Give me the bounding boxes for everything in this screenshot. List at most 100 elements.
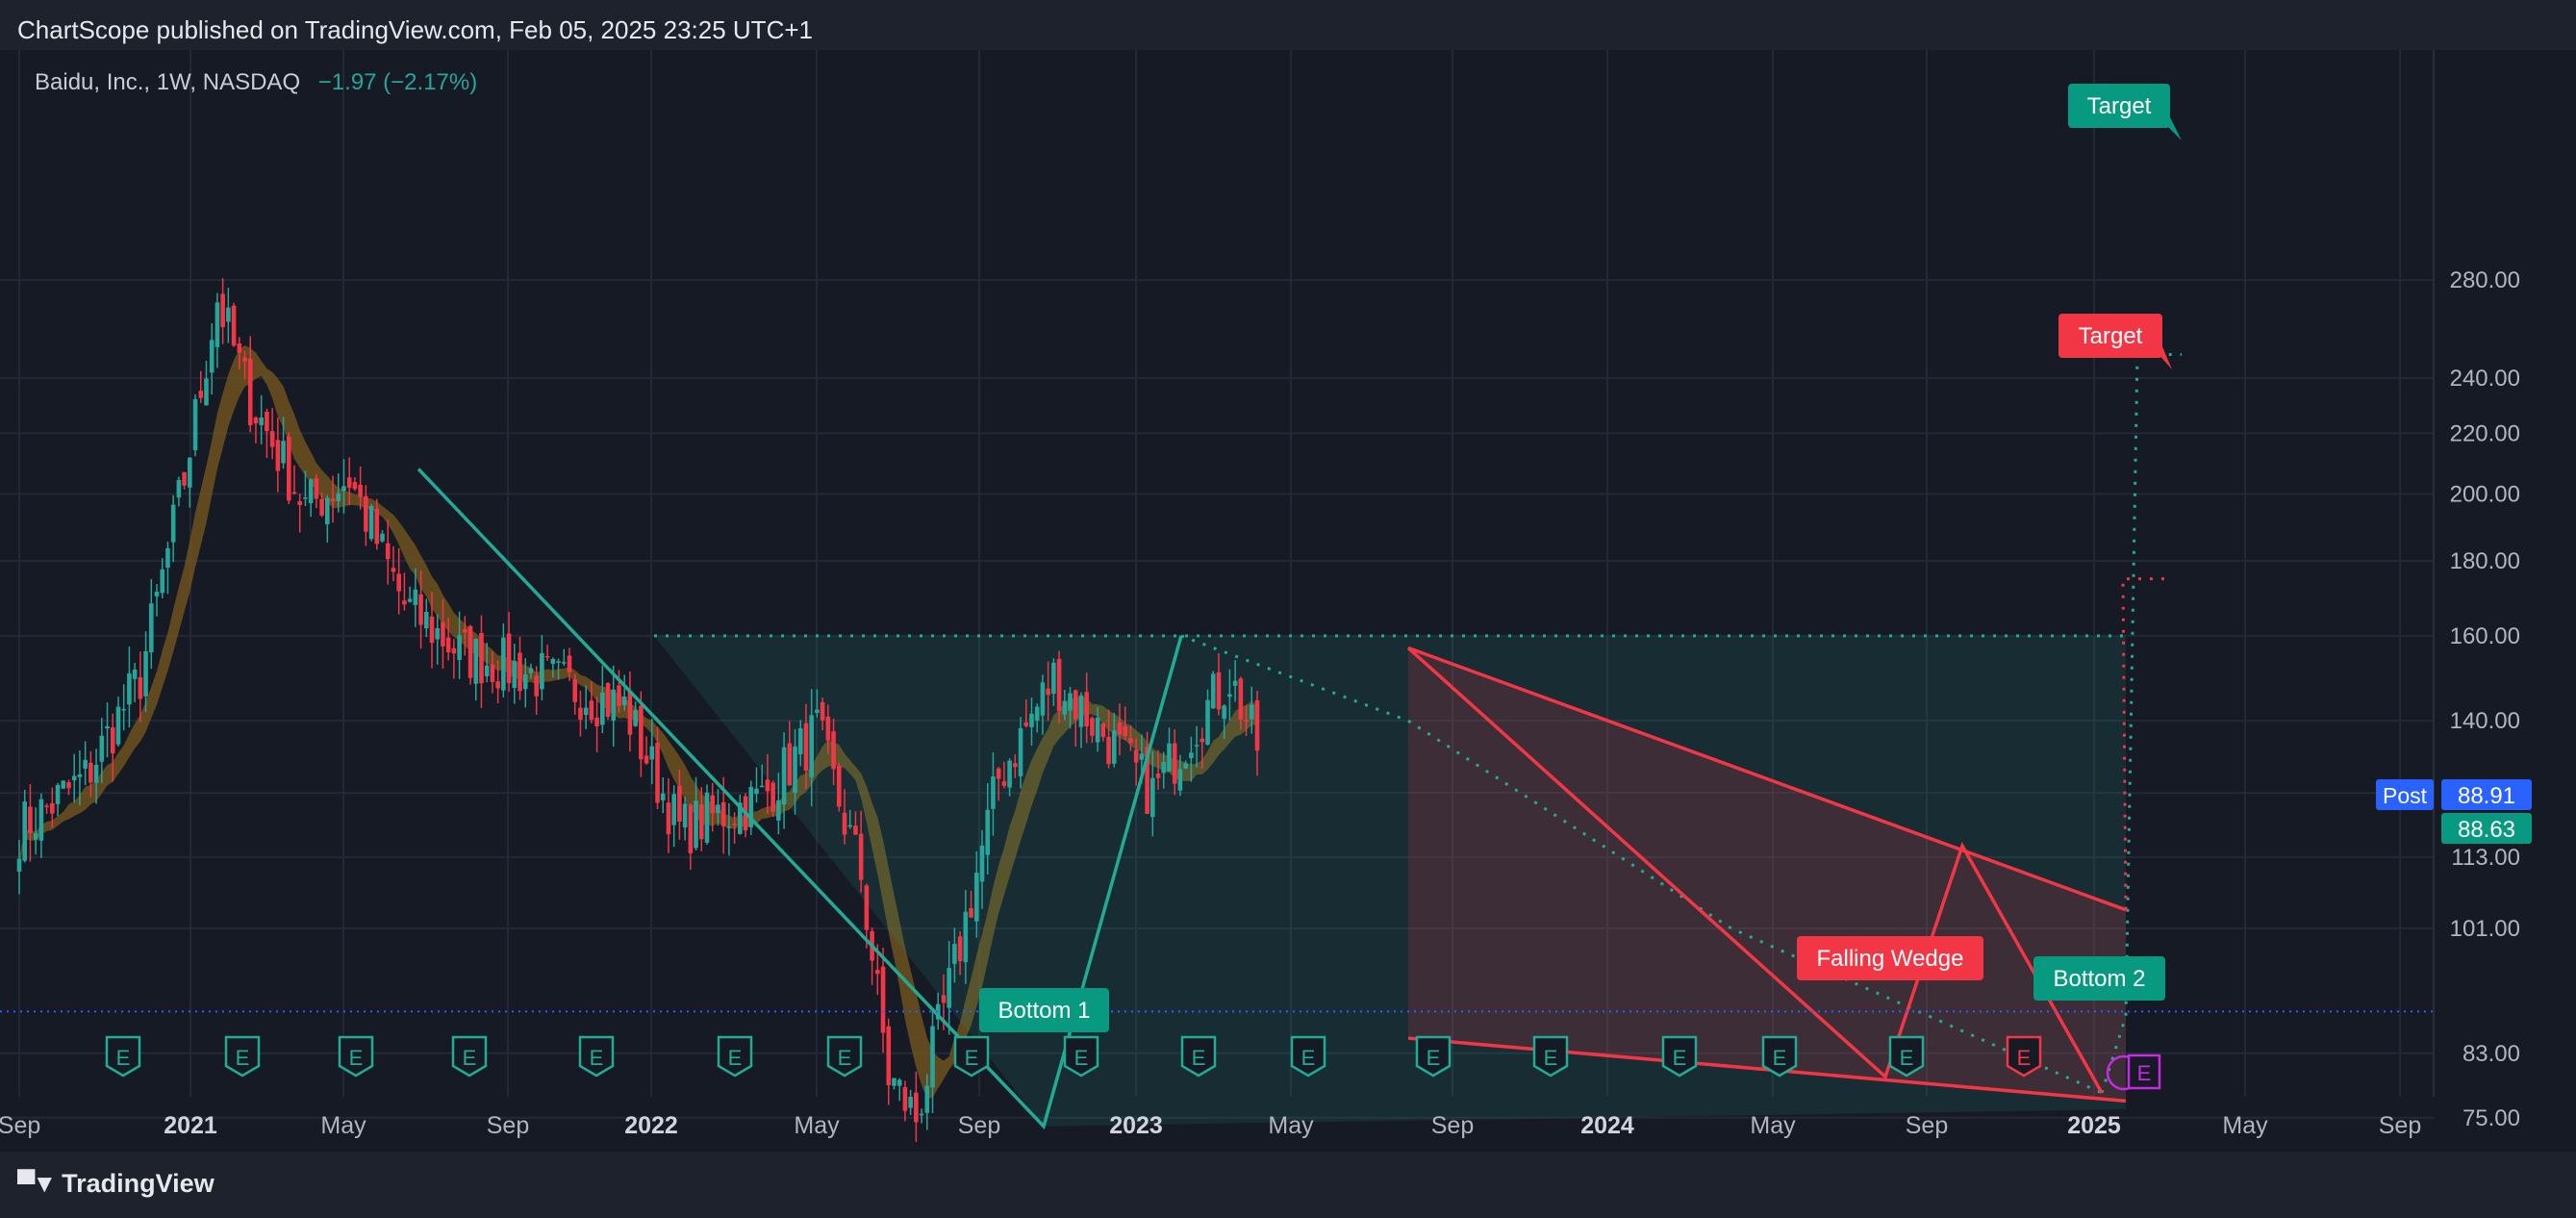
candle-body xyxy=(1051,662,1056,695)
candle-body xyxy=(495,681,500,689)
candle-body xyxy=(991,776,996,809)
price-chart[interactable]: Target Target Bottom 1 Falling Wedge Bottom … xyxy=(0,50,2576,1152)
candle-body xyxy=(748,786,754,827)
post-badge-value: 88.91 xyxy=(2458,783,2515,809)
earnings-marker: E xyxy=(717,1035,753,1078)
candle-body xyxy=(1216,672,1222,710)
candle-body xyxy=(204,378,209,406)
earnings-marker-text: E xyxy=(590,1046,604,1070)
candle-body xyxy=(781,747,787,805)
candle-body xyxy=(1100,723,1106,738)
time-axis-label: Sep xyxy=(958,1112,1000,1139)
candle-body xyxy=(671,794,676,825)
candle-body xyxy=(319,498,324,516)
candle-body xyxy=(1161,762,1167,774)
target-label-red: Target xyxy=(2058,314,2172,369)
candle-body xyxy=(947,968,951,1008)
candle-body xyxy=(594,717,599,726)
chart-area[interactable]: Target Target Bottom 1 Falling Wedge Bottom … xyxy=(0,50,2576,1152)
candle-body xyxy=(457,635,462,660)
earnings-marker: E xyxy=(1532,1035,1569,1078)
candle-body xyxy=(506,633,512,684)
candle-body xyxy=(259,417,264,425)
candle-body xyxy=(973,873,979,922)
candle-body xyxy=(611,689,617,721)
target-label-green-pointer xyxy=(2164,106,2182,140)
wedge-dotted-line xyxy=(1960,845,2104,1094)
candle-body xyxy=(99,735,105,762)
bottom-1-label-text: Bottom 1 xyxy=(998,998,1090,1024)
candle-body xyxy=(22,801,28,861)
candle-body xyxy=(83,759,88,769)
candle-body xyxy=(231,305,237,346)
earnings-icon xyxy=(717,1035,753,1078)
earnings-marker: E xyxy=(105,1035,141,1078)
candle-body xyxy=(1068,693,1073,711)
candle-body xyxy=(33,833,38,840)
candle-body xyxy=(1106,736,1111,765)
earnings-marker-text: E xyxy=(1544,1046,1558,1070)
candle-body xyxy=(121,708,126,711)
candle-body xyxy=(1034,706,1040,722)
bottom-2-label: Bottom 2 xyxy=(2033,956,2165,1001)
earnings-marker-text: E xyxy=(1900,1046,1914,1070)
candle-body xyxy=(842,812,847,835)
earnings-icon xyxy=(224,1035,261,1078)
last-price-badge: 88.63 xyxy=(2441,813,2532,844)
upcoming-earnings-marker: E xyxy=(2106,1053,2161,1091)
candle-body xyxy=(815,709,820,714)
candle-body xyxy=(1062,700,1068,715)
candle-body xyxy=(886,1026,892,1086)
earnings-icon xyxy=(578,1035,615,1078)
candle-body xyxy=(441,622,445,647)
candle-body xyxy=(512,661,518,688)
candle-body xyxy=(649,746,655,760)
time-axis-label: Sep xyxy=(1906,1112,1948,1139)
bottom-2-label-box xyxy=(2033,956,2165,1001)
candle-body xyxy=(979,845,985,882)
candle-body xyxy=(809,715,814,777)
candle-body xyxy=(957,936,963,962)
candle-body xyxy=(16,858,22,872)
time-axis-label: Sep xyxy=(487,1112,529,1139)
earnings-marker: E xyxy=(1290,1035,1326,1078)
candle-body xyxy=(621,697,627,706)
wedge-upper-line xyxy=(1407,646,2127,912)
price-axis-label: 113.00 xyxy=(2451,845,2520,871)
earnings-icon xyxy=(1290,1035,1326,1078)
candle-body xyxy=(226,307,231,322)
candle-body xyxy=(1200,738,1205,743)
candle-body xyxy=(677,785,682,823)
candle-body xyxy=(716,804,720,814)
candle-body xyxy=(170,504,176,543)
candle-body xyxy=(346,477,352,489)
candle-body xyxy=(423,611,429,629)
upcoming-earnings-text: E xyxy=(2137,1061,2152,1085)
candle-body xyxy=(1040,682,1046,716)
candle-body xyxy=(368,505,374,540)
candle-body xyxy=(308,479,314,504)
candle-body xyxy=(413,589,418,605)
candle-body xyxy=(914,1092,919,1123)
earnings-icon xyxy=(338,1035,374,1078)
candle-body xyxy=(787,743,793,786)
candle-body xyxy=(1023,722,1029,726)
publish-bar: ChartScope published on TradingView.com,… xyxy=(0,0,2576,50)
candle-body xyxy=(1018,727,1023,776)
candle-body xyxy=(418,594,423,625)
candle-body xyxy=(682,803,688,828)
candle-body xyxy=(572,679,578,702)
candle-body xyxy=(28,806,33,833)
candle-body xyxy=(726,826,732,828)
candle-body xyxy=(176,480,182,498)
candle-body xyxy=(188,457,192,488)
earnings-marker: E xyxy=(2006,1035,2042,1078)
candle-body xyxy=(892,1078,897,1086)
candle-body xyxy=(797,727,803,755)
tradingview-logo[interactable]: ▀▼ TradingView xyxy=(17,1169,215,1199)
candle-body xyxy=(1222,705,1226,720)
time-axis-label: May xyxy=(1268,1112,1314,1139)
earnings-icon xyxy=(1180,1035,1217,1078)
candle-body xyxy=(463,629,467,633)
price-axis-label: 200.00 xyxy=(2450,481,2520,507)
